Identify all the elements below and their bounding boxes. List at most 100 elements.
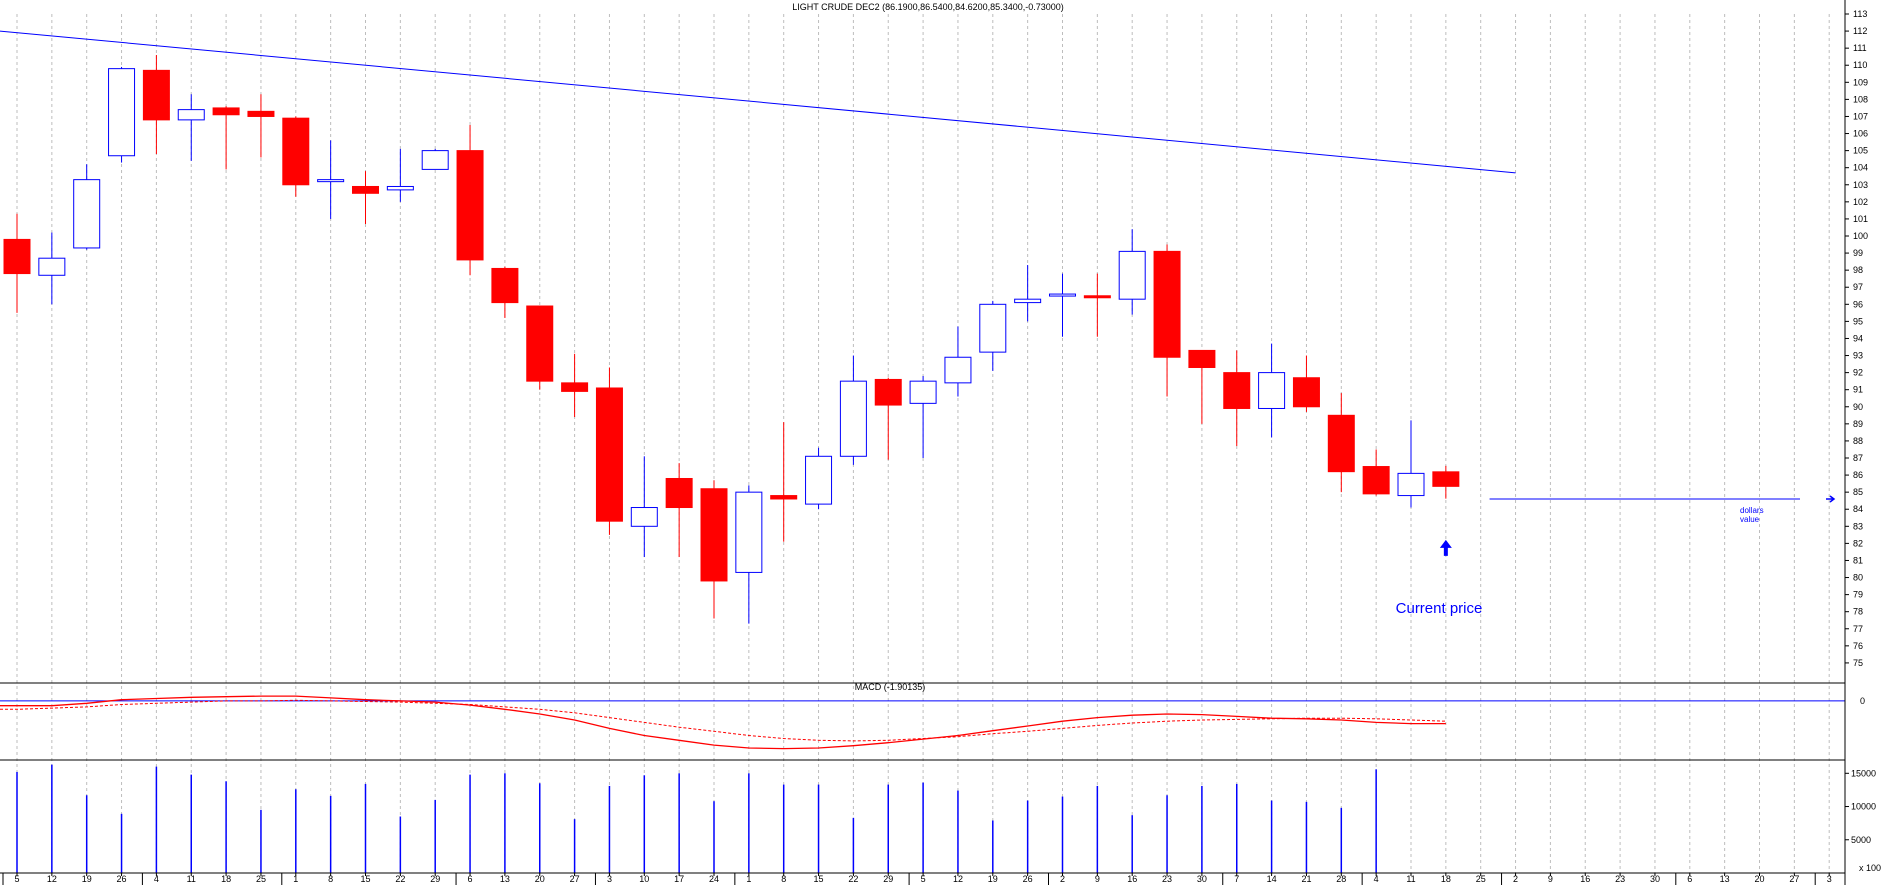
macd-signal-line [0, 699, 1446, 742]
macd-label: MACD (-1.90135) [855, 682, 926, 692]
volume-tick-label: 15000 [1851, 768, 1876, 778]
price-tick-label: 82 [1853, 538, 1863, 548]
x-tick-label: 9 [1095, 874, 1100, 884]
candle-body [352, 185, 379, 194]
chart-title: LIGHT CRUDE DEC2 (86.1900,86.5400,84.620… [792, 2, 1064, 12]
x-tick-label: 13 [1720, 874, 1730, 884]
x-tick-label: 28 [1336, 874, 1346, 884]
price-tick-label: 80 [1853, 573, 1863, 583]
candle-body [1014, 298, 1042, 304]
price-tick-label: 95 [1853, 316, 1863, 326]
x-tick-label: 19 [82, 874, 92, 884]
x-tick-label: 21 [1301, 874, 1311, 884]
candle-body [1397, 472, 1425, 497]
candle-body [561, 382, 589, 392]
x-tick-label: 3 [1827, 874, 1832, 884]
price-line-label: value [1740, 515, 1760, 524]
x-tick-label: 26 [1023, 874, 1033, 884]
price-tick-label: 106 [1853, 129, 1868, 139]
candle-body [1292, 377, 1320, 408]
x-tick-label: 4 [1374, 874, 1379, 884]
candle-body [177, 109, 205, 121]
x-tick-label: 13 [500, 874, 510, 884]
candle-body [456, 150, 484, 261]
price-line-arrow [1826, 495, 1836, 503]
candle-body [421, 150, 449, 170]
x-tick-label: 15 [360, 874, 370, 884]
price-tick-label: 75 [1853, 658, 1863, 668]
candle-body [491, 267, 519, 304]
x-tick-label: 6 [468, 874, 473, 884]
candle-body [1118, 250, 1146, 300]
x-tick-label: 10 [639, 874, 649, 884]
x-tick-label: 15 [814, 874, 824, 884]
x-tick-label: 9 [1548, 874, 1553, 884]
x-tick-label: 19 [988, 874, 998, 884]
x-tick-label: 27 [1789, 874, 1799, 884]
x-tick-label: 25 [256, 874, 266, 884]
x-tick-label: 7 [1234, 874, 1239, 884]
price-tick-label: 77 [1853, 624, 1863, 634]
price-tick-label: 109 [1853, 77, 1868, 87]
x-tick-label: 11 [187, 874, 196, 884]
price-tick-label: 112 [1853, 26, 1867, 36]
trendline [0, 30, 1516, 174]
price-tick-label: 108 [1853, 94, 1868, 104]
x-tick-label: 4 [154, 874, 159, 884]
candle-body [1153, 250, 1181, 358]
candle-body [526, 305, 554, 382]
x-tick-label: 20 [1754, 874, 1764, 884]
x-tick-label: 8 [781, 874, 786, 884]
price-tick-label: 83 [1853, 521, 1863, 531]
candle-body [108, 68, 136, 157]
candle-body [1049, 293, 1076, 297]
candle-body [700, 488, 728, 582]
candle-body [839, 380, 867, 457]
price-tick-label: 88 [1853, 436, 1863, 446]
candle-body [1432, 471, 1460, 487]
candle-body [805, 455, 833, 505]
volume-tick-label: 5000 [1851, 835, 1871, 845]
price-tick-label: 97 [1853, 282, 1863, 292]
price-tick-label: 111 [1853, 43, 1867, 53]
volume-panel [16, 764, 1377, 873]
candle-body [1188, 349, 1216, 368]
candle-body [247, 110, 275, 117]
macd-line [0, 695, 1446, 750]
candle-body [909, 380, 937, 404]
x-tick-label: 29 [883, 874, 893, 884]
volume-unit-label: x 100 [1859, 863, 1881, 873]
price-tick-label: 78 [1853, 607, 1863, 617]
x-tick-label: 24 [709, 874, 719, 884]
x-tick-label: 23 [1162, 874, 1172, 884]
x-tick-label: 25 [1476, 874, 1486, 884]
x-tick-label: 1 [293, 874, 298, 884]
candle-body [944, 356, 972, 384]
price-tick-label: 100 [1853, 231, 1868, 241]
candle-body [979, 303, 1007, 353]
price-tick-label: 98 [1853, 265, 1863, 275]
x-tick-label: 23 [1615, 874, 1625, 884]
candle-body [1223, 372, 1251, 409]
price-tick-label: 81 [1853, 555, 1863, 565]
x-tick-label: 5 [14, 874, 19, 884]
candle-body [317, 179, 345, 183]
x-tick-label: 18 [221, 874, 231, 884]
candle-body [630, 507, 658, 527]
price-tick-label: 102 [1853, 197, 1868, 207]
price-tick-label: 96 [1853, 299, 1863, 309]
x-tick-label: 26 [117, 874, 127, 884]
x-tick-label: 2 [1060, 874, 1065, 884]
x-tick-label: 30 [1197, 874, 1207, 884]
price-tick-label: 86 [1853, 470, 1863, 480]
x-tick-label: 1 [746, 874, 751, 884]
candle-body [73, 179, 101, 249]
candle-body [212, 107, 240, 116]
candle-body [38, 257, 66, 276]
price-tick-label: 104 [1853, 163, 1868, 173]
x-tick-label: 18 [1441, 874, 1451, 884]
macd-panel [0, 695, 1845, 750]
